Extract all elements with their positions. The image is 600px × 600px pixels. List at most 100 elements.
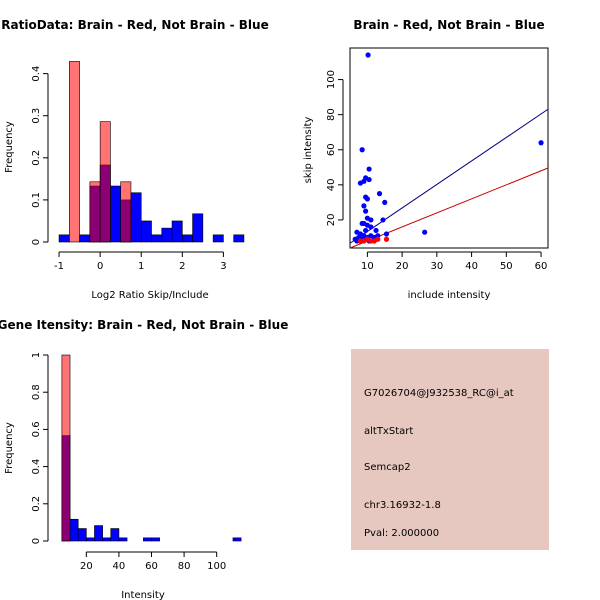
intensity-scatter-point-brain [375, 236, 381, 242]
intensity-scatter-x-tick-label: 60 [535, 261, 548, 272]
intensity-scatter-point-not-brain [380, 217, 386, 223]
intensity-scatter-point-brain [383, 236, 390, 242]
gene-intensity-histogram-bar-not-brain [143, 537, 152, 542]
ratio-histogram-x-tick-label: 1 [138, 261, 144, 272]
intensity-scatter-point-not-brain [359, 147, 365, 153]
gene-intensity-histogram-x-tick-label: 20 [80, 561, 93, 572]
gene-intensity-histogram-xlabel: Intensity [121, 590, 165, 600]
intensity-scatter-point-not-brain [373, 227, 379, 234]
ratio-histogram-x-tick-label: 3 [220, 261, 226, 272]
intensity-scatter-point-not-brain [422, 229, 428, 235]
ratio-histogram-bars [58, 61, 245, 243]
intensity-scatter-ylabel: skip intensity [303, 117, 314, 184]
ratio-histogram-x-tick-label: 2 [179, 261, 185, 272]
ratio-histogram-bar-not-brain [110, 185, 121, 243]
gene-intensity-histogram-y-tick-label: 0.4 [31, 459, 42, 475]
gene-intensity-histogram-x-tick-label: 80 [178, 561, 191, 572]
gene-intensity-histogram-bar-not-brain [232, 537, 242, 542]
intensity-scatter-point-not-brain [366, 166, 372, 172]
gene-intensity-histogram-bars [61, 354, 242, 542]
info-location: chr3.16932-1.8 [364, 500, 441, 511]
info-gene: Semcap2 [364, 462, 411, 473]
intensity-scatter-point-not-brain [376, 191, 383, 197]
ratio-histogram-title: RatioData: Brain - Red, Not Brain - Blue [1, 18, 268, 32]
intensity-scatter-y-tick-label: 100 [326, 70, 337, 89]
intensity-scatter-point-not-brain [538, 140, 544, 146]
gene-intensity-histogram-bar-not-brain [69, 518, 79, 542]
ratio-histogram-bar-not-brain [58, 234, 70, 243]
ratio-histogram-bar-not-brain [79, 234, 91, 243]
intensity-scatter-point-not-brain [363, 227, 369, 234]
intensity-scatter-point-not-brain [361, 203, 367, 209]
intensity-scatter-point-not-brain [382, 199, 388, 205]
gene-intensity-histogram-bar-not-brain [151, 537, 160, 542]
intensity-scatter-point-not-brain [363, 208, 369, 214]
ratio-histogram-bar-not-brain [212, 234, 224, 243]
intensity-scatter-fit-line-not-brain-fit [349, 108, 549, 244]
intensity-scatter-x-tick-label: 40 [465, 261, 478, 272]
ratio-histogram-bar-not-brain [130, 192, 142, 243]
ratio-histogram-bar-brain [99, 121, 111, 243]
gene-intensity-histogram-x-tick-label: 60 [145, 561, 158, 572]
intensity-scatter-fit-lines [349, 108, 549, 249]
intensity-scatter-x-tick-label: 20 [396, 261, 409, 272]
intensity-scatter-x-tick-label: 30 [430, 261, 443, 272]
info-pval: Pval: 2.000000 [364, 528, 439, 539]
ratio-histogram-bar-brain [89, 181, 101, 243]
gene-intensity-histogram-bar-not-brain [77, 528, 87, 542]
intensity-scatter-point-not-brain [383, 231, 390, 237]
intensity-scatter-point-not-brain [366, 176, 372, 183]
gene-intensity-histogram-ylabel: Frequency [4, 422, 15, 474]
gene-intensity-histogram-y-tick-label: 0 [31, 538, 42, 544]
ratio-histogram-y-tick-label: 0.4 [31, 66, 42, 82]
info-probe: G7026704@J932538_RC@i_at [364, 388, 514, 399]
gene-intensity-histogram-axes: 20 40 60 80 100 0 0.2 0.4 0.6 0.8 1 [31, 352, 226, 572]
ratio-histogram-y-tick-label: 0.3 [31, 108, 42, 124]
intensity-scatter-y-tick-label: 60 [326, 143, 337, 156]
ratio-histogram-bar-not-brain [233, 234, 245, 243]
ratio-histogram-y-tick-label: 0.1 [31, 192, 42, 208]
gene-intensity-histogram-bar-not-brain [86, 537, 95, 542]
intensity-scatter-x-tick-label: 10 [361, 261, 374, 272]
ratio-histogram-bar-not-brain [171, 220, 183, 243]
intensity-scatter-y-tick-label: 40 [326, 178, 337, 191]
gene-intensity-histogram: Gene Itensity: Brain - Red, Not Brain - … [0, 318, 288, 600]
ratio-histogram-xlabel: Log2 Ratio Skip/Include [91, 290, 208, 301]
intensity-scatter: Brain - Red, Not Brain - Blue include in… [303, 18, 549, 301]
intensity-scatter-point-not-brain [361, 178, 367, 184]
gene-intensity-histogram-y-tick-label: 1 [31, 352, 42, 358]
ratio-histogram-bar-not-brain [182, 234, 193, 243]
gene-intensity-histogram-y-tick-label: 0.8 [31, 384, 42, 400]
ratio-histogram-bar-not-brain [192, 213, 204, 243]
gene-intensity-histogram-x-tick-label: 100 [207, 561, 226, 572]
ratio-histogram-x-tick-label: -1 [54, 261, 64, 272]
gene-intensity-histogram-y-tick-label: 0.6 [31, 421, 42, 437]
intensity-scatter-title: Brain - Red, Not Brain - Blue [353, 18, 544, 32]
ratio-histogram-axes: -1 0 1 2 3 0 0.1 0.2 0.3 0.4 [31, 66, 227, 272]
intensity-scatter-point-not-brain [368, 217, 374, 223]
gene-intensity-histogram-bar-not-brain [94, 525, 103, 542]
ratio-histogram-x-tick-label: 0 [97, 261, 103, 272]
intensity-scatter-xlabel: include intensity [408, 290, 491, 301]
gene-intensity-histogram-x-tick-label: 40 [113, 561, 126, 572]
ratio-histogram-ylabel: Frequency [4, 121, 15, 173]
intensity-scatter-plot-box [349, 47, 549, 249]
intensity-scatter-points [352, 52, 544, 244]
ratio-histogram-bar-not-brain [140, 220, 152, 243]
intensity-scatter-point-not-brain [368, 224, 374, 230]
gene-intensity-histogram-title: Gene Itensity: Brain - Red, Not Brain - … [0, 318, 288, 332]
ratio-histogram-bar-not-brain [151, 234, 163, 243]
info-panel: G7026704@J932538_RC@i_at altTxStart Semc… [351, 349, 549, 550]
intensity-scatter-fit-line-brain-fit [349, 167, 549, 249]
gene-intensity-histogram-bar-not-brain [102, 537, 112, 542]
gene-intensity-histogram-y-tick-label: 0.2 [31, 496, 42, 512]
ratio-histogram-bar-brain [120, 181, 132, 243]
intensity-scatter-axes: 10 20 30 40 50 60 20 40 60 80 100 [326, 70, 547, 272]
ratio-histogram-y-tick-label: 0.2 [31, 150, 42, 166]
ratio-histogram-y-tick-label: 0 [31, 239, 42, 245]
gene-intensity-histogram-bar-brain [61, 354, 71, 542]
intensity-scatter-point-not-brain [364, 196, 370, 202]
ratio-histogram: RatioData: Brain - Red, Not Brain - Blue… [1, 18, 268, 301]
intensity-scatter-x-tick-label: 50 [500, 261, 513, 272]
